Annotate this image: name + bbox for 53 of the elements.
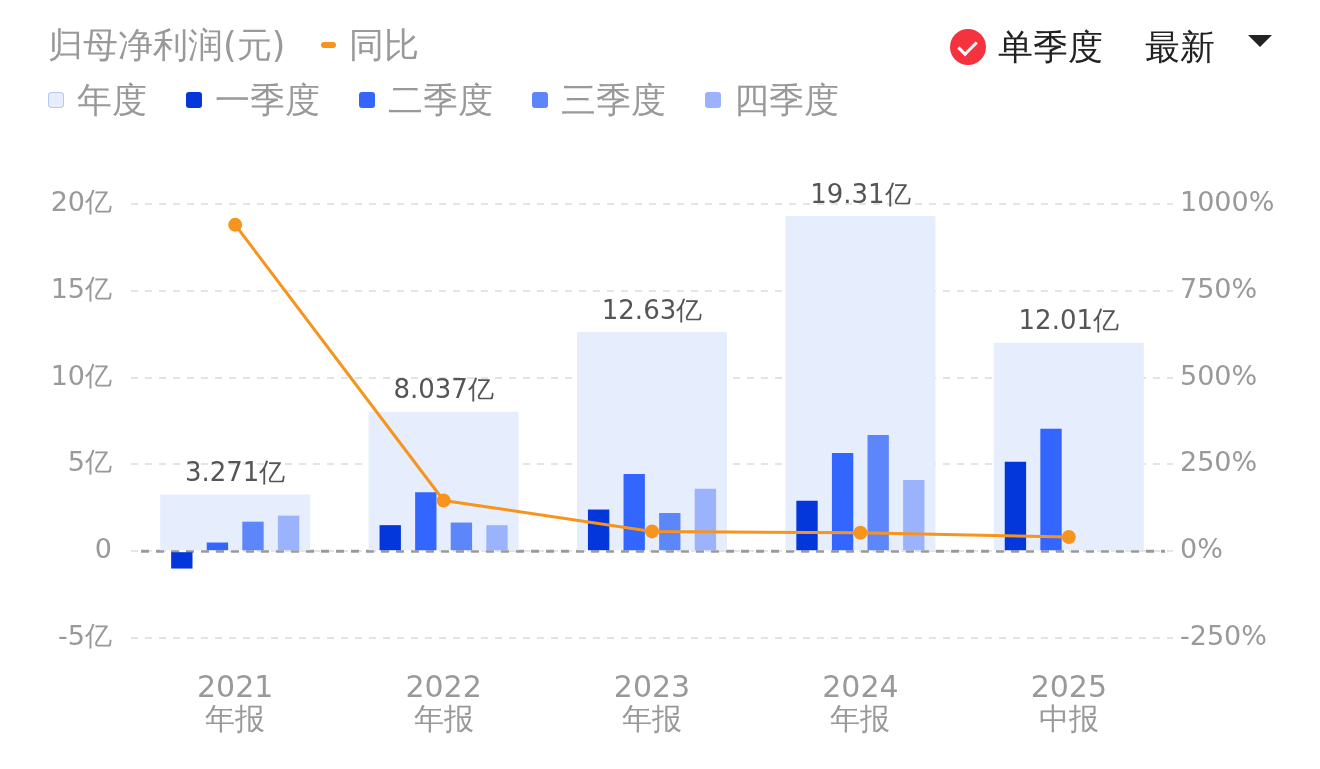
y2-tick-label: 500% (1180, 359, 1258, 391)
legend-label: 同比 (349, 25, 420, 65)
x-tick-label: 2024 年报 (822, 669, 899, 737)
x-tick-label: 2021 年报 (197, 669, 274, 737)
data-label: 3.271亿 (184, 457, 286, 488)
bar (415, 492, 437, 551)
bar (379, 525, 401, 551)
data-label: 8.037亿 (393, 374, 494, 405)
y2-tick-label: 1000% (1180, 186, 1275, 218)
legend-label: 一季度 (215, 80, 320, 120)
bar (1040, 428, 1062, 551)
bar (277, 515, 300, 551)
legend-label: 二季度 (388, 80, 493, 120)
data-label: 12.63亿 (601, 294, 703, 325)
text: 单季度 (998, 26, 1103, 68)
y-tick-label: 10亿 (50, 359, 112, 391)
point (228, 217, 243, 232)
bar (206, 542, 229, 551)
x-tick-label: 2022 年报 (405, 669, 482, 737)
point (645, 524, 659, 539)
data-label: 12.01亿 (1018, 305, 1120, 336)
legend-label: 年度 (77, 80, 147, 120)
data-label: 19.31亿 (810, 178, 911, 209)
x-tick-label: 2023 年报 (613, 669, 691, 737)
point (436, 493, 451, 508)
point (853, 525, 868, 540)
bar (623, 473, 645, 551)
bar (242, 521, 264, 551)
y2-tick-label: 750% (1180, 272, 1258, 304)
y-tick-label: 5亿 (67, 446, 112, 478)
text: 最新 (1145, 26, 1215, 68)
bar (171, 552, 193, 569)
bar (694, 488, 717, 551)
bar (796, 500, 818, 551)
y-tick-label: 20亿 (50, 186, 112, 218)
bar (831, 453, 854, 551)
bar (1004, 461, 1027, 551)
bar (450, 522, 473, 551)
point (1061, 529, 1076, 544)
bar (659, 513, 681, 551)
bar (903, 480, 925, 551)
y-tick-label: 0 (94, 533, 112, 565)
legend-label: 三季度 (561, 80, 666, 120)
bar (486, 525, 508, 551)
y2-tick-label: 250% (1180, 446, 1258, 478)
y-tick-label: 15亿 (50, 272, 112, 304)
x-tick-label: 2025 中报 (1030, 669, 1107, 737)
bar (867, 434, 889, 551)
y2-tick-label: 0% (1180, 533, 1223, 565)
y2-tick-label: -250% (1180, 620, 1267, 652)
chart-title: 归母净利润(元) (48, 25, 286, 65)
legend-label: 四季度 (734, 80, 839, 120)
y-tick-label: -5亿 (58, 620, 112, 652)
